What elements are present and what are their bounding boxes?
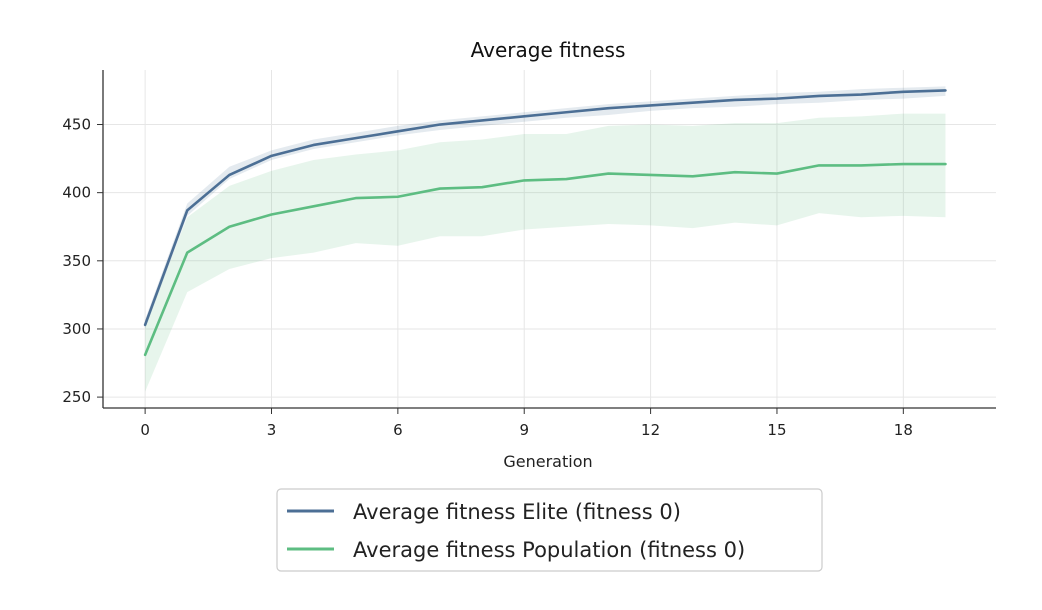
axes: [102, 70, 996, 409]
series-line-1: [143, 162, 947, 357]
series-lines: [143, 89, 947, 357]
y-tick-label: 450: [62, 116, 91, 134]
grid-layer: [103, 70, 996, 408]
tick-labels: 0 3 6 9 12 15 18 250 300 350 400 450: [62, 116, 913, 439]
y-tick-label: 350: [62, 252, 91, 270]
x-tick-label: 6: [393, 421, 403, 439]
legend-frame: [276, 488, 823, 572]
x-tick-label: 18: [894, 421, 913, 439]
legend: Average fitness Elite (fitness 0) Averag…: [276, 488, 823, 572]
x-tick-label: 12: [641, 421, 660, 439]
y-tick-label: 300: [62, 320, 91, 338]
series-line-0: [143, 89, 947, 327]
x-tick-label: 15: [767, 421, 786, 439]
y-tick-label: 250: [62, 388, 91, 406]
confidence-bands: [145, 86, 946, 392]
x-tick-label: 3: [267, 421, 277, 439]
legend-label-elite: Average fitness Elite (fitness 0): [353, 500, 681, 524]
x-tick-label: 0: [140, 421, 150, 439]
x-tick-label: 9: [519, 421, 529, 439]
chart-title: Average fitness: [471, 38, 626, 62]
legend-label-population: Average fitness Population (fitness 0): [353, 538, 745, 562]
x-axis-title: Generation: [503, 452, 592, 471]
confidence-band-1: [145, 113, 946, 392]
y-tick-label: 400: [62, 184, 91, 202]
